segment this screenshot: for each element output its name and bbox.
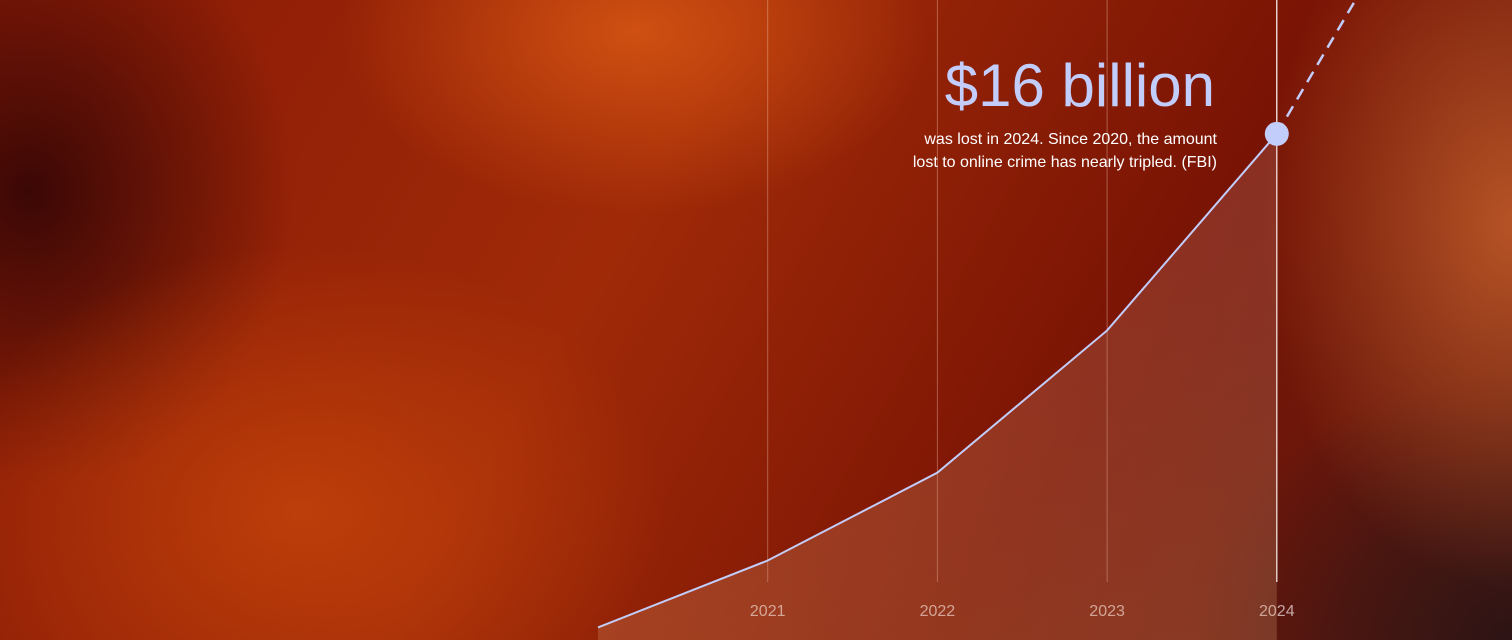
projection-line: [1275, 0, 1357, 135]
annotation-text: lost to online crime has nearly tripled.…: [913, 154, 1217, 171]
annotation-text: was lost in 2024. Since 2020, the amount: [923, 131, 1217, 148]
line: [597, 133, 1278, 629]
highlight-point: [1264, 121, 1289, 146]
area: [598, 133, 1277, 640]
annotation-title: $16 billion: [945, 52, 1215, 119]
